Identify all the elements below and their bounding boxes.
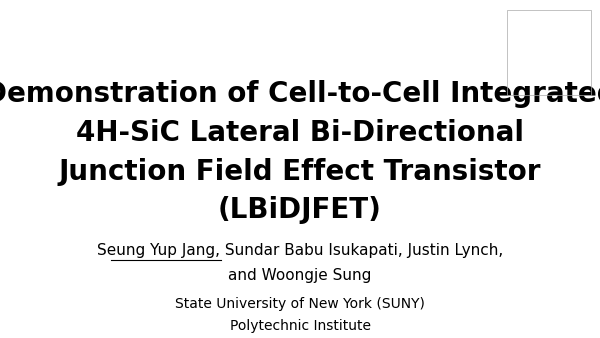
Text: and Woongje Sung: and Woongje Sung bbox=[229, 268, 371, 283]
Text: (LBiDJFET): (LBiDJFET) bbox=[218, 196, 382, 224]
Text: Polytechnic Institute: Polytechnic Institute bbox=[229, 319, 371, 333]
Text: Seung Yup Jang, Sundar Babu Isukapati, Justin Lynch,: Seung Yup Jang, Sundar Babu Isukapati, J… bbox=[97, 243, 503, 258]
Text: Junction Field Effect Transistor: Junction Field Effect Transistor bbox=[59, 158, 541, 186]
Text: Demonstration of Cell-to-Cell Integrated: Demonstration of Cell-to-Cell Integrated bbox=[0, 80, 600, 108]
Text: SUNY: SUNY bbox=[515, 24, 583, 44]
Text: Seung Yup Jang: Seung Yup Jang bbox=[84, 243, 202, 258]
Text: State University of New York (SUNY): State University of New York (SUNY) bbox=[175, 297, 425, 311]
Text: 4H-SiC Lateral Bi-Directional: 4H-SiC Lateral Bi-Directional bbox=[76, 119, 524, 147]
Text: Seung Yup Jang, Sundar Babu Isukapati, Justin Lynch,: Seung Yup Jang, Sundar Babu Isukapati, J… bbox=[97, 243, 503, 258]
Text: POLYTECHNIC
INSTITUTE: POLYTECHNIC INSTITUTE bbox=[523, 59, 575, 80]
